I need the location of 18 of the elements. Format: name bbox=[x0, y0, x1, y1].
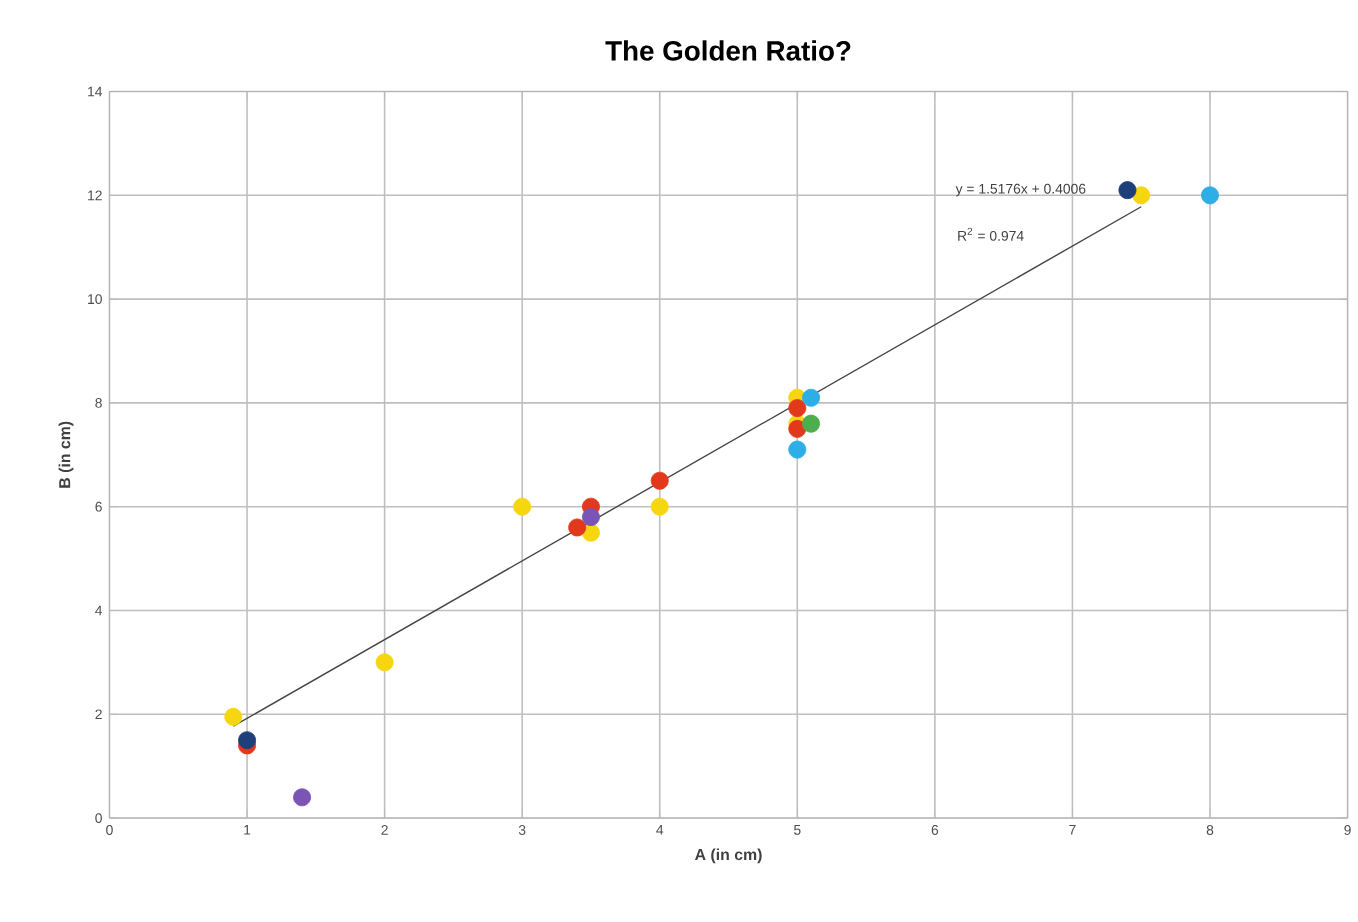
point bbox=[1201, 186, 1219, 205]
point bbox=[293, 788, 312, 807]
point bbox=[788, 399, 807, 418]
point bbox=[513, 497, 532, 516]
point bbox=[238, 731, 257, 750]
point bbox=[650, 497, 669, 516]
point bbox=[788, 420, 807, 439]
point bbox=[375, 653, 394, 672]
chart-title: The Golden Ratio? bbox=[605, 40, 851, 61]
point bbox=[802, 414, 821, 433]
point bbox=[224, 708, 243, 727]
point bbox=[650, 472, 669, 490]
point bbox=[788, 440, 807, 459]
point bbox=[581, 508, 600, 527]
point bbox=[802, 388, 821, 407]
point bbox=[1118, 181, 1137, 200]
point bbox=[1132, 186, 1151, 205]
point bbox=[568, 518, 587, 537]
